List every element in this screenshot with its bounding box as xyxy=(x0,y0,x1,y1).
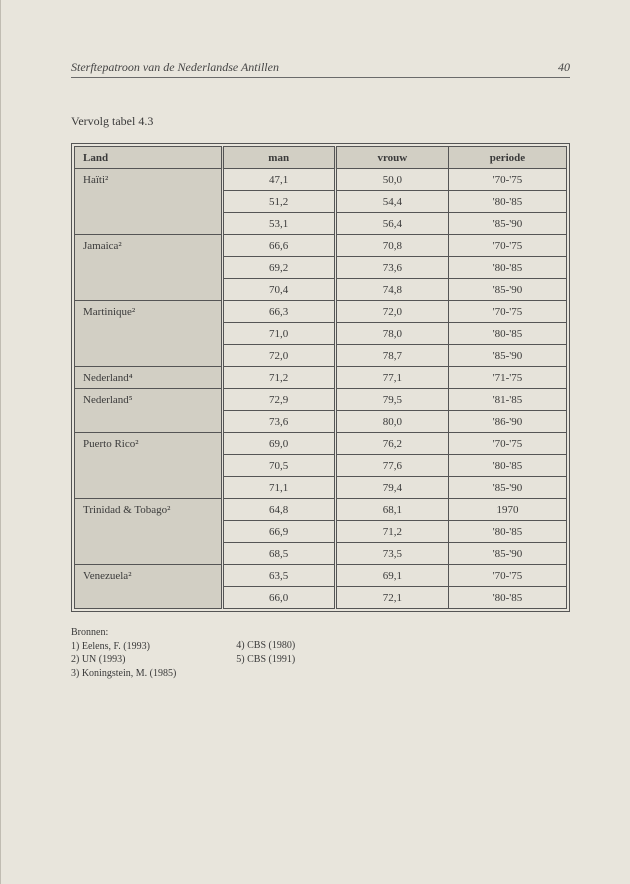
cell-man: 47,1 xyxy=(222,169,335,191)
cell-vrouw: 50,0 xyxy=(335,169,448,191)
table-row: Nederland⁵72,979,5'81-'85 xyxy=(75,389,567,411)
cell-periode: '70-'75 xyxy=(448,565,566,587)
cell-man: 66,3 xyxy=(222,301,335,323)
cell-man: 68,5 xyxy=(222,543,335,565)
cell-man: 66,0 xyxy=(222,587,335,609)
table-row: Jamaica²66,670,8'70-'75 xyxy=(75,235,567,257)
cell-periode: '80-'85 xyxy=(448,587,566,609)
cell-vrouw: 80,0 xyxy=(335,411,448,433)
cell-periode: '80-'85 xyxy=(448,257,566,279)
table-row: Venezuela²63,569,1'70-'75 xyxy=(75,565,567,587)
cell-periode: '85-'90 xyxy=(448,543,566,565)
col-header-vrouw: vrouw xyxy=(335,147,448,169)
cell-periode: '85-'90 xyxy=(448,279,566,301)
table-row: Trinidad & Tobago²64,868,11970 xyxy=(75,499,567,521)
table-header-row: Land man vrouw periode xyxy=(75,147,567,169)
cell-vrouw: 74,8 xyxy=(335,279,448,301)
header-title: Sterftepatroon van de Nederlandse Antill… xyxy=(71,60,279,75)
cell-vrouw: 72,0 xyxy=(335,301,448,323)
page-number: 40 xyxy=(558,60,570,75)
cell-land: Nederland⁴ xyxy=(75,367,223,389)
cell-man: 51,2 xyxy=(222,191,335,213)
cell-man: 70,5 xyxy=(222,455,335,477)
sources-col-2: 4) CBS (1980) 5) CBS (1991) xyxy=(236,626,295,680)
cell-man: 69,2 xyxy=(222,257,335,279)
col-header-periode: periode xyxy=(448,147,566,169)
cell-vrouw: 79,4 xyxy=(335,477,448,499)
cell-periode: '85-'90 xyxy=(448,213,566,235)
cell-periode: '85-'90 xyxy=(448,345,566,367)
cell-periode: '70-'75 xyxy=(448,301,566,323)
cell-vrouw: 76,2 xyxy=(335,433,448,455)
cell-periode: '70-'75 xyxy=(448,235,566,257)
cell-man: 73,6 xyxy=(222,411,335,433)
cell-land: Nederland⁵ xyxy=(75,389,223,433)
cell-man: 71,0 xyxy=(222,323,335,345)
cell-vrouw: 71,2 xyxy=(335,521,448,543)
cell-man: 66,6 xyxy=(222,235,335,257)
cell-man: 70,4 xyxy=(222,279,335,301)
cell-land: Martinique² xyxy=(75,301,223,367)
page-header: Sterftepatroon van de Nederlandse Antill… xyxy=(71,60,570,78)
cell-man: 72,0 xyxy=(222,345,335,367)
mortality-table: Land man vrouw periode Haïti²47,150,0'70… xyxy=(74,146,567,609)
cell-periode: '80-'85 xyxy=(448,455,566,477)
table-row: Haïti²47,150,0'70-'75 xyxy=(75,169,567,191)
cell-land: Puerto Rico² xyxy=(75,433,223,499)
cell-man: 63,5 xyxy=(222,565,335,587)
table-caption: Vervolg tabel 4.3 xyxy=(71,114,570,129)
cell-vrouw: 77,1 xyxy=(335,367,448,389)
cell-vrouw: 79,5 xyxy=(335,389,448,411)
cell-vrouw: 69,1 xyxy=(335,565,448,587)
cell-periode: '85-'90 xyxy=(448,477,566,499)
cell-man: 72,9 xyxy=(222,389,335,411)
cell-periode: '71-'75 xyxy=(448,367,566,389)
sources-col-1: Bronnen: 1) Eelens, F. (1993) 2) UN (199… xyxy=(71,626,176,680)
cell-man: 64,8 xyxy=(222,499,335,521)
cell-land: Haïti² xyxy=(75,169,223,235)
sources-heading: Bronnen: xyxy=(71,626,176,640)
cell-vrouw: 73,5 xyxy=(335,543,448,565)
cell-periode: '80-'85 xyxy=(448,191,566,213)
col-header-man: man xyxy=(222,147,335,169)
cell-vrouw: 78,7 xyxy=(335,345,448,367)
cell-land: Venezuela² xyxy=(75,565,223,609)
cell-vrouw: 72,1 xyxy=(335,587,448,609)
table-row: Martinique²66,372,0'70-'75 xyxy=(75,301,567,323)
sources-block: Bronnen: 1) Eelens, F. (1993) 2) UN (199… xyxy=(71,626,570,680)
cell-land: Jamaica² xyxy=(75,235,223,301)
cell-vrouw: 70,8 xyxy=(335,235,448,257)
cell-man: 71,1 xyxy=(222,477,335,499)
cell-vrouw: 78,0 xyxy=(335,323,448,345)
cell-periode: 1970 xyxy=(448,499,566,521)
cell-man: 66,9 xyxy=(222,521,335,543)
cell-vrouw: 73,6 xyxy=(335,257,448,279)
source-item: 2) UN (1993) xyxy=(71,653,176,667)
cell-vrouw: 68,1 xyxy=(335,499,448,521)
cell-man: 71,2 xyxy=(222,367,335,389)
table-row: Nederland⁴71,277,1'71-'75 xyxy=(75,367,567,389)
table-body: Haïti²47,150,0'70-'7551,254,4'80-'8553,1… xyxy=(75,169,567,609)
cell-land: Trinidad & Tobago² xyxy=(75,499,223,565)
cell-periode: '80-'85 xyxy=(448,323,566,345)
table-outer-border: Land man vrouw periode Haïti²47,150,0'70… xyxy=(71,143,570,612)
cell-periode: '70-'75 xyxy=(448,169,566,191)
cell-periode: '70-'75 xyxy=(448,433,566,455)
source-item: 1) Eelens, F. (1993) xyxy=(71,640,176,654)
cell-periode: '81-'85 xyxy=(448,389,566,411)
table-row: Puerto Rico²69,076,2'70-'75 xyxy=(75,433,567,455)
cell-periode: '86-'90 xyxy=(448,411,566,433)
cell-man: 53,1 xyxy=(222,213,335,235)
source-item: 5) CBS (1991) xyxy=(236,653,295,667)
cell-man: 69,0 xyxy=(222,433,335,455)
document-page: Sterftepatroon van de Nederlandse Antill… xyxy=(0,0,630,884)
cell-periode: '80-'85 xyxy=(448,521,566,543)
cell-vrouw: 54,4 xyxy=(335,191,448,213)
source-item: 3) Koningstein, M. (1985) xyxy=(71,667,176,681)
col-header-land: Land xyxy=(75,147,223,169)
cell-vrouw: 77,6 xyxy=(335,455,448,477)
source-item: 4) CBS (1980) xyxy=(236,639,295,653)
cell-vrouw: 56,4 xyxy=(335,213,448,235)
